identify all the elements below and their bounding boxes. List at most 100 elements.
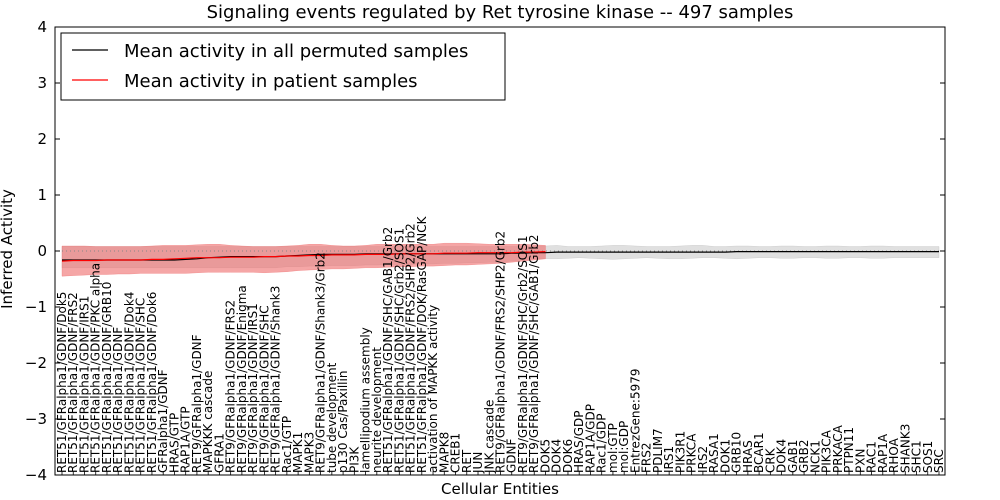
x-tick-label: JNK cascade <box>482 400 496 474</box>
x-tick-label: RET51/GFRalpha1/GDNF/SHC <box>134 298 148 473</box>
x-tick-label: RET9/GFRalpha1/GDNF/Enigma <box>235 285 249 473</box>
x-tick-label: GFRA1 <box>212 433 226 473</box>
y-tick-label: −3 <box>25 410 47 428</box>
x-tick-label: MAPKKK cascade <box>201 371 215 473</box>
x-tick-label: RET9/GFRalpha1/GDNF/SHC/Grb2/SOS1 <box>516 235 530 473</box>
x-tick-label: IRS2 <box>696 446 710 473</box>
x-tick-label: RET51/GFRalpha1/GDNF/DOK/RasGAP/NCK <box>415 215 429 473</box>
x-tick-label: HRAS/GDP <box>572 410 586 473</box>
x-tick-label: DOK4 <box>550 439 564 473</box>
x-axis-label: Cellular Entities <box>441 480 559 498</box>
x-tick-label: RHOA <box>887 437 901 473</box>
legend-label-patient: Mean activity in patient samples <box>124 71 418 92</box>
x-tick-label: SRC <box>932 449 946 473</box>
x-tick-label: RET9/GFRalpha1/GDNF/SHC/GAB1/Grb2 <box>527 234 541 473</box>
x-tick-label: RET51/GFRalpha1/GDNF/Dok6 <box>145 292 159 473</box>
x-tick-label: DOK5 <box>539 439 553 473</box>
x-tick-label: PRKACA <box>831 424 845 473</box>
series-line-patient <box>61 251 546 262</box>
x-tick-label: PIK3CA <box>820 429 834 473</box>
x-tick-label: RAP1A/GTP <box>179 406 193 473</box>
x-tick-label: MAPK1 <box>291 432 305 473</box>
x-tick-label: RET9/GFRalpha1/GDNF/Shank3 <box>269 286 283 473</box>
series-lines <box>61 251 939 262</box>
x-tick-label: PIK3R1 <box>673 431 687 473</box>
x-tick-label: PTPN11 <box>842 427 856 473</box>
x-tick-label: activation of MAPKK activity <box>426 305 440 473</box>
x-tick-label: GAB1 <box>786 440 800 473</box>
x-tick-label: neurite development <box>370 347 384 473</box>
x-tick-label: RAP1A <box>876 433 890 473</box>
x-tick-label: BCAR1 <box>752 432 766 473</box>
x-tick-label: PDLIM7 <box>651 428 665 473</box>
x-tick-label: RET9/GFRalpha1/GDNF <box>190 334 204 473</box>
x-tick-label: RET9/GFRalpha1/GDNF/Shank3/Grb2 <box>314 252 328 473</box>
x-tick-label: HRAS <box>741 440 755 473</box>
y-tick-label: 0 <box>37 242 47 260</box>
x-tick-label: IRS1 <box>662 446 676 473</box>
x-tick-label: RET9/GFRalpha1/GDNF/IRS1 <box>246 303 260 473</box>
x-tick-label: MAPK3 <box>302 432 316 473</box>
x-tick-label: PRKCA <box>685 433 699 473</box>
x-tick-label: DOK1 <box>718 439 732 473</box>
x-tick-label: RET51/GFRalpha1/GDNF/Dok5 <box>55 292 69 473</box>
x-tick-label: RET51/GFRalpha1/GDNF/FRS2/SHP2/Grb2 <box>404 223 418 473</box>
x-tick-label: NCK1 <box>808 440 822 473</box>
x-tick-label: RET9/GFRalpha1/GDNF/FRS2 <box>224 300 238 473</box>
x-tick-label: RET51/GFRalpha1/GDNF <box>111 327 125 473</box>
x-tick-label: GFRalpha1/GDNF <box>156 369 170 473</box>
x-tick-label: RET <box>460 449 474 473</box>
legend: Mean activity in all permuted samples Me… <box>60 32 506 101</box>
y-tick-label: −2 <box>25 354 47 372</box>
x-tick-label: GRB2 <box>797 439 811 473</box>
x-tick-label: RET9/GFRalpha1/GDNF/FRS2/SHP2/Grb2 <box>494 231 508 473</box>
y-tick-label: −4 <box>25 466 47 484</box>
x-tick-label: Rac1/GDP <box>595 414 609 473</box>
y-tick-label: 2 <box>37 130 47 148</box>
x-tick-label: RET51/GFRalpha1/GDNF/FRS2 <box>66 292 80 473</box>
x-tick-label: RET51/GFRalpha1/GDNF/GRB10 <box>100 282 114 473</box>
x-tick-label: p130 Cas/Paxillin <box>336 371 350 473</box>
x-tick-label: GRB10 <box>730 432 744 473</box>
y-tick-label: 1 <box>37 186 47 204</box>
x-tick-label: CREB1 <box>449 433 463 473</box>
x-tick-label: RET51/GFRalpha1/GDNF/IRS1 <box>78 296 92 473</box>
x-tick-label: RAC1 <box>865 441 879 473</box>
y-tick-label: 4 <box>37 18 47 36</box>
x-tick-label: RAP1A/GDP <box>583 404 597 473</box>
x-tick-label: EntrezGene:5979 <box>628 369 642 474</box>
x-tick-label: SHC1 <box>910 440 924 473</box>
y-tick-label: 3 <box>37 74 47 92</box>
x-tick-label: CRK <box>763 447 777 473</box>
x-tick-label: RET51/GFRalpha1/GDNF/PKC alpha <box>89 263 103 473</box>
y-axis-label: Inferred Activity <box>0 189 16 309</box>
x-tick-label: MAPK8 <box>437 432 451 473</box>
x-tick-label: DOK6 <box>561 439 575 473</box>
x-tick-label: RET9/GFRalpha1/GDNF/SHC <box>257 305 271 473</box>
x-tick-label: RASA1 <box>707 433 721 473</box>
x-tick-label: RET51/GFRalpha1/GDNF/SHC/GAB1/Grb2 <box>381 227 395 473</box>
x-tick-label: SHANK3 <box>898 424 912 473</box>
x-tick-label: RET51/GFRalpha1/GDNF/SHC/Grb2/SOS1 <box>392 228 406 473</box>
x-tick-label: lamellipodium assembly <box>359 327 373 473</box>
x-tick-label: tube development <box>325 362 339 473</box>
chart-title: Signaling events regulated by Ret tyrosi… <box>207 2 794 23</box>
x-tick-label: Rac1/GTP <box>280 416 294 473</box>
y-axis-ticks: −4 −3 −2 −1 0 1 2 3 4 <box>25 18 945 484</box>
x-tick-label: SOS1 <box>921 441 935 473</box>
y-tick-label: −1 <box>25 298 47 316</box>
x-tick-label: DOK4 <box>775 439 789 473</box>
x-tick-label: HRAS/GTP <box>167 413 181 473</box>
x-tick-label: PXN <box>853 449 867 473</box>
x-tick-labels: RET51/GFRalpha1/GDNF/Dok5RET51/GFRalpha1… <box>55 215 946 475</box>
x-tick-label: JUN <box>471 452 485 474</box>
legend-box <box>60 32 506 101</box>
plot-frame <box>54 26 946 476</box>
x-tick-label: FRS2 <box>640 443 654 474</box>
x-tick-label: PI3K <box>347 446 361 473</box>
x-tick-label: mol:GDP <box>617 421 631 473</box>
x-tick-label: GDNF <box>505 438 519 473</box>
x-tick-label: RET51/GFRalpha1/GDNF/Dok4 <box>123 292 137 473</box>
legend-label-permuted: Mean activity in all permuted samples <box>124 41 468 62</box>
